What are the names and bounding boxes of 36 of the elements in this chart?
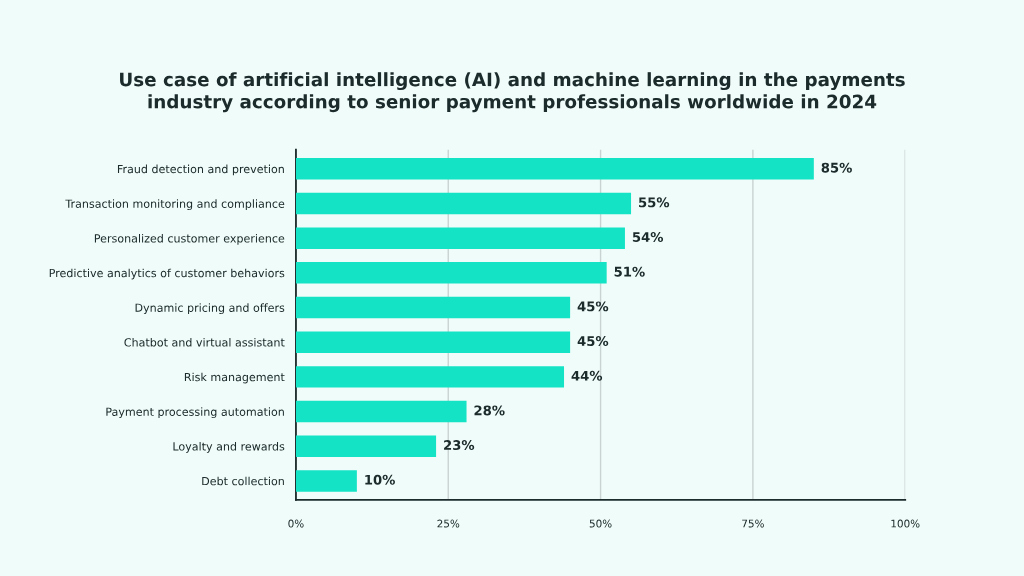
y-tick-label: Personalized customer experience bbox=[94, 233, 285, 245]
y-tick-label: Fraud detection and prevetion bbox=[117, 164, 284, 176]
bar bbox=[295, 192, 632, 215]
bar bbox=[295, 366, 565, 388]
x-tick-label: 0% bbox=[288, 519, 304, 528]
y-tick-label: Loyalty and rewards bbox=[173, 442, 285, 453]
data-label: 44% bbox=[571, 370, 603, 381]
x-tick-label: 75% bbox=[742, 519, 764, 528]
data-label: 45% bbox=[577, 301, 609, 312]
y-tick-label: Risk management bbox=[184, 372, 285, 384]
y-tick-label: Predictive analytics of customer behaviors bbox=[49, 268, 285, 280]
data-label: 51% bbox=[614, 266, 645, 277]
y-tick-label: Debt collection bbox=[202, 476, 284, 486]
bar bbox=[295, 435, 437, 457]
bar bbox=[295, 470, 357, 492]
y-tick-label: Dynamic pricing and offers bbox=[135, 303, 285, 315]
chart-title: Use case of artificial intelligence (AI) and machine learning in the payments industry according to senior payment professionals worldwide in 2024 bbox=[120, 72, 905, 113]
bar bbox=[295, 262, 607, 284]
data-label: 45% bbox=[577, 336, 609, 347]
bar bbox=[295, 331, 571, 353]
data-label: 85% bbox=[821, 162, 852, 173]
data-label: 28% bbox=[474, 405, 505, 416]
bar bbox=[295, 227, 625, 249]
y-tick-label: Chatbot and virtual assistant bbox=[124, 337, 285, 347]
data-label: 23% bbox=[444, 440, 475, 451]
x-tick-label: 50% bbox=[589, 519, 612, 528]
x-tick-label: 100% bbox=[891, 519, 920, 528]
x-tick-label: 25% bbox=[437, 519, 460, 528]
y-tick-label: Transaction monitoring and compliance bbox=[65, 199, 285, 211]
bar bbox=[295, 296, 571, 319]
data-label: 55% bbox=[639, 197, 670, 208]
bar bbox=[295, 158, 814, 180]
data-label: 10% bbox=[365, 474, 395, 485]
bar bbox=[295, 400, 467, 423]
y-tick-label: Payment processing automation bbox=[106, 407, 284, 419]
data-label: 54% bbox=[632, 232, 664, 243]
